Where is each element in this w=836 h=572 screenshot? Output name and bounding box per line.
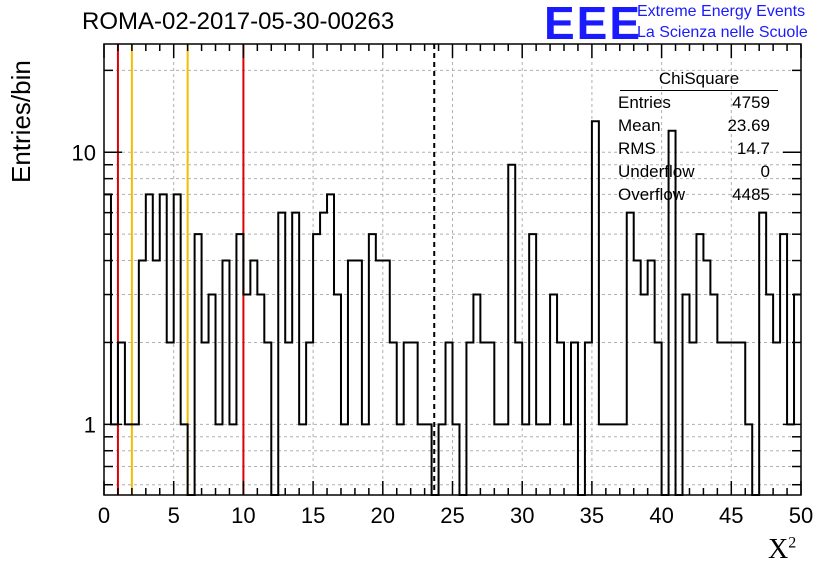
reference-lines — [116, 44, 436, 495]
stats-row-overflow: Overflow 4485 — [618, 185, 770, 204]
stats-box: ChiSquare Entries 4759 Mean 23.69 RMS 14.7 … — [610, 68, 778, 206]
x-tick-label: 5 — [168, 503, 180, 528]
x-tick-label: 50 — [789, 503, 813, 528]
stats-row-mean: Mean 23.69 — [618, 116, 770, 135]
x-tick-label: 35 — [580, 503, 604, 528]
y-tick-label: 1 — [84, 412, 96, 437]
stats-row-entries: Entries 4759 — [618, 93, 770, 112]
x-tick-label: 15 — [301, 503, 325, 528]
x-tick-label: 45 — [719, 503, 743, 528]
x-tick-label: 25 — [440, 503, 464, 528]
y-axis-label: Entries/bin — [6, 60, 36, 183]
stats-row-rms: RMS 14.7 — [618, 139, 770, 158]
logo-text-line2: La Scienza nelle Scuole — [637, 24, 808, 41]
stats-row-underflow: Underflow 0 — [618, 162, 770, 181]
stats-title: ChiSquare — [620, 68, 778, 91]
eee-logo: EEE — [544, 0, 643, 49]
x-tick-label: 20 — [371, 503, 395, 528]
x-tick-label: 10 — [231, 503, 255, 528]
y-tick-label: 10 — [72, 140, 96, 165]
axis-tick-labels: 0 5 10 15 20 25 30 35 40 45 50 1 10 — [72, 140, 814, 528]
axis-ticks — [103, 44, 802, 495]
x-axis-label: X2 — [768, 534, 797, 565]
x-tick-label: 40 — [649, 503, 673, 528]
histogram-outline — [104, 120, 801, 496]
x-tick-label: 0 — [98, 503, 110, 528]
chart-title: ROMA-02-2017-05-30-00263 — [82, 8, 395, 35]
x-tick-label: 30 — [510, 503, 534, 528]
logo-text-line1: Extreme Energy Events — [637, 3, 806, 20]
